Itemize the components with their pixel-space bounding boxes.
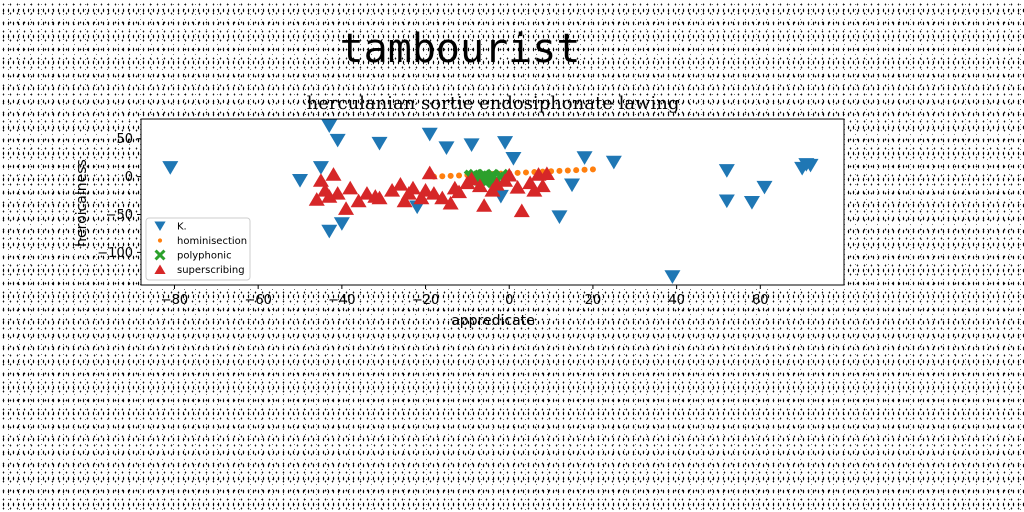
point-k--21 bbox=[718, 194, 735, 209]
point-superscribing-6 bbox=[338, 201, 355, 215]
legend-label-1: hominisection bbox=[177, 236, 247, 247]
point-k--22 bbox=[743, 195, 760, 210]
legend-marker-0 bbox=[154, 221, 166, 232]
point-hominisection-2 bbox=[447, 172, 454, 179]
point-k--9 bbox=[421, 127, 438, 142]
point-k--11 bbox=[463, 138, 480, 152]
x-tick-label: −80 bbox=[161, 293, 188, 308]
point-superscribing-26 bbox=[463, 171, 480, 186]
point-superscribing-36 bbox=[526, 183, 543, 197]
x-tick-label: 0 bbox=[505, 293, 513, 308]
point-superscribing-16 bbox=[404, 180, 421, 195]
point-hominisection-11 bbox=[522, 169, 529, 176]
y-tick-label: 0 bbox=[125, 170, 133, 185]
point-k--10 bbox=[438, 141, 455, 156]
point-superscribing-27 bbox=[471, 178, 488, 193]
chart-suptitle: tambourist bbox=[340, 26, 581, 72]
point-superscribing-39 bbox=[538, 166, 555, 180]
point-hominisection-10 bbox=[514, 169, 521, 176]
point-superscribing-24 bbox=[451, 184, 468, 199]
x-tick-label: −20 bbox=[412, 293, 439, 308]
point-superscribing-28 bbox=[476, 198, 493, 212]
point-k--2 bbox=[312, 161, 329, 175]
point-k--18 bbox=[605, 155, 622, 170]
point-hominisection-18 bbox=[581, 166, 588, 173]
point-k--0 bbox=[162, 161, 179, 175]
point-superscribing-22 bbox=[442, 195, 459, 210]
x-axis: −80 −60 −40 −20 0 20 40 60 bbox=[161, 285, 769, 308]
point-hominisection-1 bbox=[439, 173, 446, 180]
point-superscribing-0 bbox=[308, 192, 325, 206]
legend-items: K. hominisection polyphonic superscribing bbox=[154, 221, 247, 276]
legend-label-2: polyphonic bbox=[177, 251, 232, 262]
point-superscribing-17 bbox=[413, 190, 430, 205]
point-k--23 bbox=[756, 180, 773, 195]
point-k--6 bbox=[321, 224, 338, 239]
legend: K. hominisection polyphonic superscribing bbox=[145, 217, 251, 281]
point-k--1 bbox=[292, 173, 309, 188]
x-tick-label: 40 bbox=[668, 293, 685, 308]
point-hominisection-3 bbox=[456, 172, 463, 179]
y-axis-label: heroicalness bbox=[74, 159, 90, 247]
point-superscribing-20 bbox=[425, 186, 442, 200]
chart-title: herculanian sortie endosiphonate lawing bbox=[307, 93, 680, 114]
point-hominisection-16 bbox=[564, 167, 571, 174]
point-k--13 bbox=[505, 152, 522, 166]
point-superscribing-5 bbox=[329, 186, 346, 200]
point-k--12 bbox=[497, 136, 514, 150]
point-superscribing-4 bbox=[325, 167, 342, 181]
point-superscribing-14 bbox=[396, 193, 413, 208]
point-k--5 bbox=[333, 217, 350, 231]
point-superscribing-19 bbox=[421, 165, 438, 180]
point-superscribing-33 bbox=[509, 180, 526, 194]
point-superscribing-12 bbox=[384, 183, 401, 197]
data-marks bbox=[162, 119, 819, 284]
legend-marker-3 bbox=[154, 264, 166, 274]
point-k--26 bbox=[798, 158, 815, 172]
point-superscribing-13 bbox=[392, 176, 409, 191]
point-superscribing-7 bbox=[342, 180, 359, 195]
y-tick-label: −100 bbox=[97, 246, 133, 261]
point-k--15 bbox=[551, 210, 568, 224]
legend-box bbox=[145, 217, 251, 281]
x-tick-label: −40 bbox=[328, 293, 355, 308]
point-k--20 bbox=[718, 164, 735, 178]
y-axis: 50 0 −50 −100 bbox=[97, 132, 141, 261]
point-k--16 bbox=[564, 178, 581, 193]
point-superscribing-9 bbox=[358, 186, 375, 200]
point-superscribing-18 bbox=[417, 183, 434, 197]
point-superscribing-30 bbox=[488, 176, 505, 191]
legend-marker-2 bbox=[154, 249, 166, 261]
point-superscribing-8 bbox=[350, 193, 367, 208]
legend-marker-1 bbox=[157, 238, 163, 243]
point-k--19 bbox=[664, 270, 681, 284]
x-tick-label: 20 bbox=[585, 293, 602, 308]
point-superscribing-11 bbox=[371, 190, 388, 205]
point-hominisection-15 bbox=[556, 167, 563, 174]
point-k--4 bbox=[329, 133, 346, 148]
y-tick-label: 50 bbox=[116, 132, 133, 147]
point-superscribing-38 bbox=[534, 178, 551, 193]
legend-label-0: K. bbox=[177, 222, 187, 233]
x-tick-label: 60 bbox=[752, 293, 769, 308]
point-superscribing-34 bbox=[513, 203, 530, 218]
x-axis-label: appredicate bbox=[451, 313, 535, 329]
plot-frame bbox=[140, 118, 845, 286]
point-k--7 bbox=[371, 136, 388, 151]
point-k--17 bbox=[576, 151, 593, 165]
point-superscribing-32 bbox=[501, 167, 518, 182]
point-hominisection-19 bbox=[589, 166, 596, 173]
point-hominisection-17 bbox=[573, 167, 580, 174]
y-tick-label: −50 bbox=[106, 208, 133, 223]
point-k--3 bbox=[321, 119, 338, 134]
point-superscribing-21 bbox=[434, 190, 451, 205]
x-tick-label: −60 bbox=[244, 293, 271, 308]
legend-label-3: superscribing bbox=[177, 265, 245, 276]
